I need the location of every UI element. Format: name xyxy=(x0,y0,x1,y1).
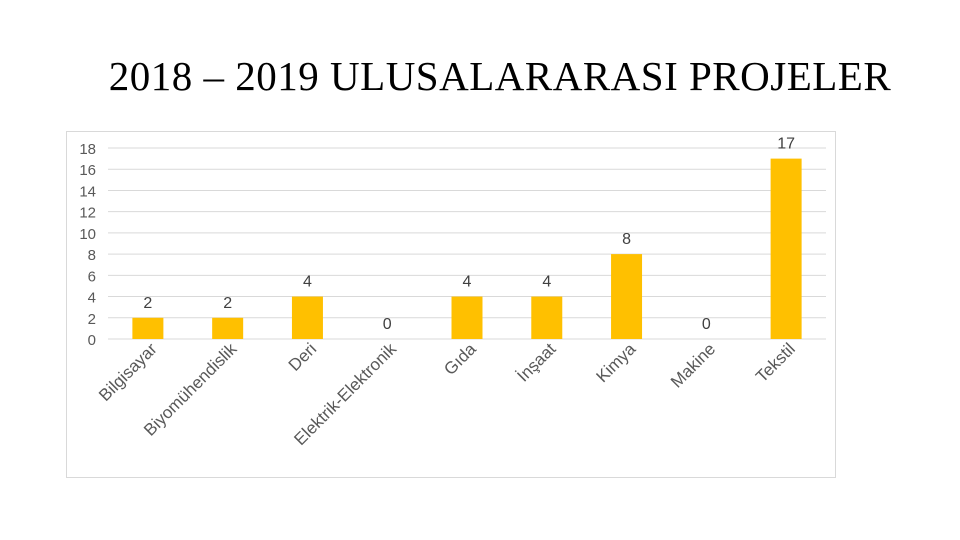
data-label: 4 xyxy=(463,274,472,291)
chart-frame xyxy=(66,131,836,478)
data-label: 4 xyxy=(542,274,551,291)
data-label: 0 xyxy=(383,316,392,333)
bar xyxy=(132,317,164,339)
slide-title: 2018 – 2019 ULUSALARARASI PROJELER xyxy=(108,53,892,99)
x-tick-label: Kimya xyxy=(593,339,640,386)
y-tick-label: 8 xyxy=(88,247,96,264)
value-labels: 2 2 4 0 4 4 8 0 17 xyxy=(143,136,795,333)
x-tick-label: Makine xyxy=(667,339,719,391)
data-label: 0 xyxy=(702,316,711,333)
y-tick-label: 12 xyxy=(79,205,96,222)
x-tick-label: Tekstil xyxy=(752,339,799,386)
bars xyxy=(132,158,802,339)
x-tick-label: Bilgisayar xyxy=(95,339,161,405)
x-tick-label: Deri xyxy=(285,339,320,374)
y-tick-label: 16 xyxy=(79,162,96,179)
y-tick-label: 10 xyxy=(79,226,96,243)
y-tick-label: 0 xyxy=(88,332,96,349)
y-tick-label: 6 xyxy=(88,268,96,285)
bar xyxy=(291,296,323,339)
bar xyxy=(531,296,563,339)
y-axis-ticks: 0 2 4 6 8 10 12 14 16 18 xyxy=(79,141,96,349)
x-tick-label: İnşaat xyxy=(513,339,559,385)
data-label: 2 xyxy=(143,295,152,312)
y-tick-label: 18 xyxy=(79,141,96,158)
y-tick-label: 14 xyxy=(79,183,96,200)
data-label: 4 xyxy=(303,274,312,291)
data-label: 8 xyxy=(622,231,631,248)
bar xyxy=(611,254,643,339)
x-tick-label: Gıda xyxy=(440,339,480,379)
data-label: 17 xyxy=(777,136,795,153)
bar xyxy=(451,296,483,339)
y-tick-label: 4 xyxy=(88,290,96,307)
y-tick-label: 2 xyxy=(88,311,96,328)
bar xyxy=(212,317,244,339)
data-label: 2 xyxy=(223,295,232,312)
bar xyxy=(770,158,802,339)
